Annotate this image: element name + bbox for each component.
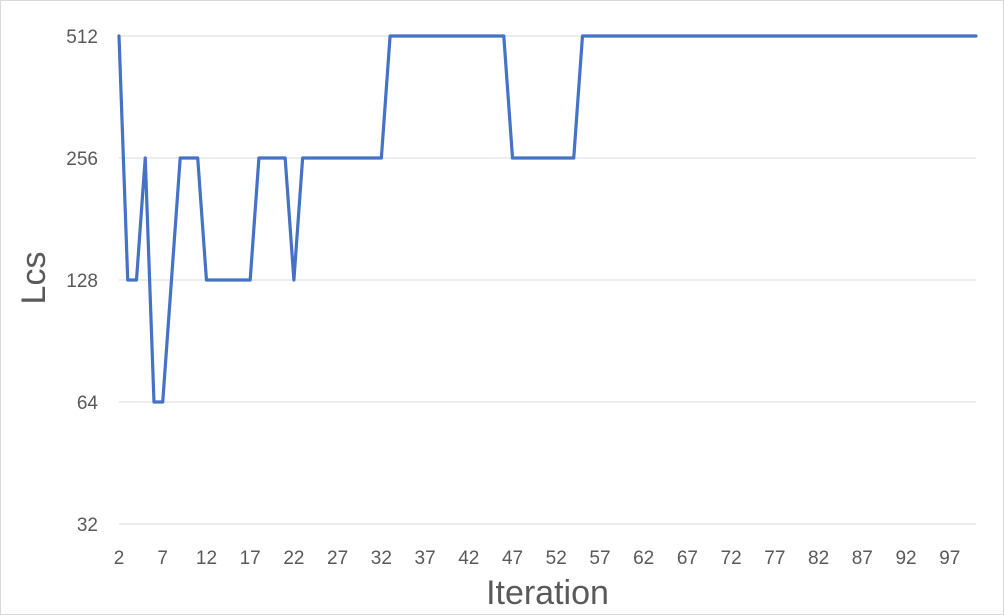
y-tick-label: 512 xyxy=(66,27,98,48)
x-tick-label: 2 xyxy=(114,548,125,569)
y-tick-label: 64 xyxy=(77,393,99,414)
x-tick-label: 42 xyxy=(458,548,479,569)
x-tick-label: 17 xyxy=(240,548,261,569)
x-tick-label: 27 xyxy=(327,548,348,569)
x-tick-label: 57 xyxy=(589,548,610,569)
x-tick-label: 82 xyxy=(808,548,829,569)
series-line-0 xyxy=(117,34,978,404)
x-tick-label: 37 xyxy=(415,548,436,569)
y-axis-title: Lcs xyxy=(15,252,53,305)
y-tick-label: 32 xyxy=(77,515,98,536)
x-tick-label: 77 xyxy=(764,548,785,569)
series-layer xyxy=(117,34,978,404)
x-tick-label: 12 xyxy=(196,548,217,569)
x-tick-label: 62 xyxy=(633,548,654,569)
x-tick-label: 47 xyxy=(502,548,523,569)
y-tick-label: 256 xyxy=(66,149,98,170)
x-tick-label: 87 xyxy=(852,548,873,569)
x-tick-label: 7 xyxy=(157,548,168,569)
y-axis-ticks: 32 64 128 256 512 xyxy=(66,27,98,536)
x-tick-label: 92 xyxy=(895,548,916,569)
y-tick-label: 128 xyxy=(66,271,98,292)
x-tick-label: 32 xyxy=(371,548,392,569)
x-tick-label: 97 xyxy=(939,548,960,569)
x-tick-label: 72 xyxy=(721,548,742,569)
x-axis-ticks: 2 7 12 17 22 27 32 37 42 47 52 57 62 67 72 77 82 87 92 97 xyxy=(114,548,961,569)
x-tick-label: 52 xyxy=(546,548,567,569)
x-axis-title: Iteration xyxy=(486,574,609,612)
x-tick-label: 67 xyxy=(677,548,698,569)
x-tick-label: 22 xyxy=(283,548,304,569)
